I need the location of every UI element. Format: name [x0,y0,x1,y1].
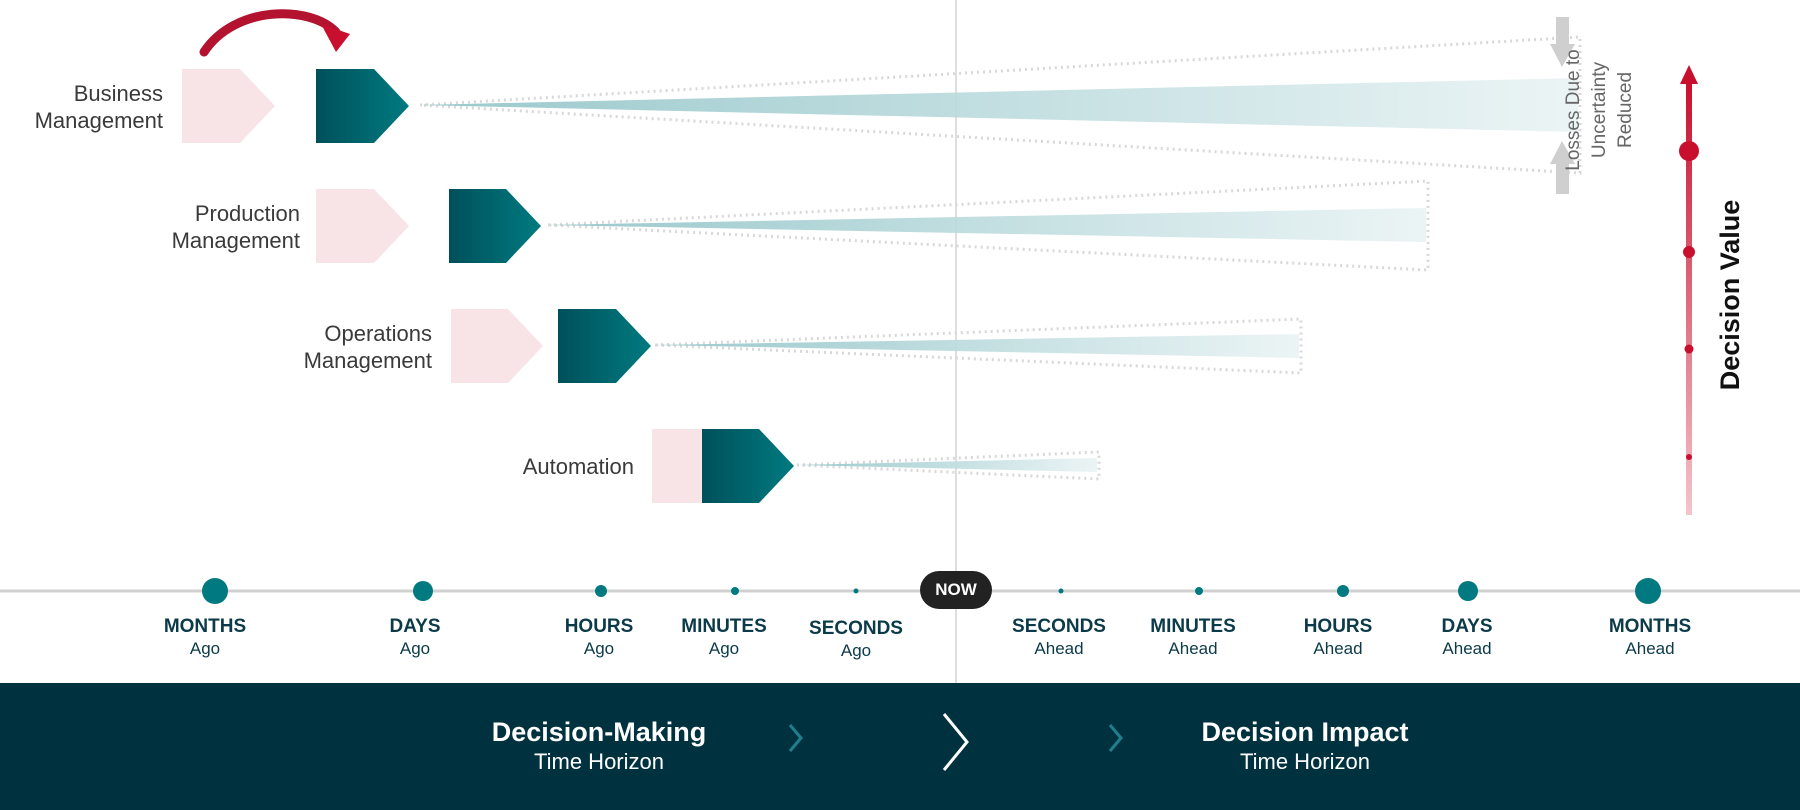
layer-label-line: Business [73,81,163,106]
pink-pentagon-business [182,69,275,143]
decision-impact-heading: Decision Impact Time Horizon [1125,716,1485,775]
tick-unit: SECONDS [1012,616,1106,637]
banner-title: Decision-Making [491,717,707,747]
pink-pentagon-operations [451,309,543,383]
chevron-right-icon [1108,724,1123,752]
teal-pentagon-operations [558,309,651,383]
tick-past-days: DAYS Ago [335,615,495,659]
tick-past-seconds: SECONDS Ago [776,617,936,661]
chevron-right-icon [942,713,969,771]
layer-label-line: Management [171,228,300,253]
decision-value-scale [1679,65,1699,515]
layer-label-line: Operations [324,321,432,346]
horizon-banner: Decision-Making Time Horizon Decision Im… [0,683,1800,810]
layer-label-operations: Operations Management [232,320,432,374]
losses-note: Losses Due to Uncertainty Reduced [1561,10,1639,210]
tick-future-months: MONTHS Ahead [1570,615,1730,659]
teal-pentagon-business [316,69,409,143]
layer-label-business: Business Management [0,80,163,134]
banner-title: Decision Impact [1201,717,1409,747]
tick-direction: Ago [840,641,872,660]
tick-future-seconds: SECONDS Ahead [979,615,1139,659]
teal-pentagon-production [449,189,541,263]
tick-past-minutes: MINUTES Ago [644,615,804,659]
layer-label-automation: Automation [434,453,634,480]
cone-operations [654,317,1303,375]
cone-business [419,35,1582,175]
tick-past-hours: HOURS Ago [519,615,679,659]
tick-past-months: MONTHS Ago [125,615,285,659]
cone-production [547,179,1430,272]
tick-unit: MINUTES [681,616,767,637]
down-arrow-icon [1550,17,1575,67]
tick-direction: Ago [189,639,221,658]
tick-unit: SECONDS [809,618,903,639]
decision-value-label: Decision Value [1715,199,1745,391]
timeline-markers [202,578,1661,604]
chevron-right-icon [788,724,803,752]
teal-pentagon-automation [702,429,794,503]
cone-automation [796,450,1101,481]
tick-direction: Ago [708,639,740,658]
banner-chevrons [788,713,1123,771]
tick-future-minutes: MINUTES Ahead [1113,615,1273,659]
tick-direction: Ahead [1442,639,1492,658]
tick-unit: MONTHS [1608,616,1692,637]
layer-label-line: Production [194,201,300,226]
tick-direction: Ahead [1313,639,1363,658]
pink-block-automation [652,429,704,503]
tick-unit: HOURS [564,616,634,637]
tick-unit: MONTHS [163,616,247,637]
up-arrow-icon [1550,141,1575,194]
tick-unit: MINUTES [1150,616,1236,637]
tick-direction: Ago [583,639,615,658]
tick-future-hours: HOURS Ahead [1258,615,1418,659]
now-badge: NOW [920,571,992,609]
layer-label-line: Automation [522,454,634,479]
decision-making-heading: Decision-Making Time Horizon [419,716,779,775]
tick-unit: DAYS [1441,616,1493,637]
losses-note-line: Uncertainty [1589,61,1610,159]
tick-direction: Ago [399,639,431,658]
stage-shapes [182,69,794,503]
tick-direction: Ahead [1168,639,1218,658]
tick-future-days: DAYS Ahead [1387,615,1547,659]
losses-note-line: Reduced [1615,71,1636,149]
tick-unit: HOURS [1303,616,1373,637]
layer-label-production: Production Management [100,200,300,254]
layer-label-line: Management [34,108,163,133]
pink-pentagon-production [316,189,409,263]
tick-direction: Ahead [1034,639,1084,658]
banner-subtitle: Time Horizon [534,749,664,774]
tick-direction: Ahead [1625,639,1675,658]
tick-unit: DAYS [389,616,441,637]
losses-note-line: Losses Due to [1563,49,1584,171]
banner-subtitle: Time Horizon [1240,749,1370,774]
layer-label-line: Management [303,348,432,373]
curved-arrow-icon [199,9,350,57]
